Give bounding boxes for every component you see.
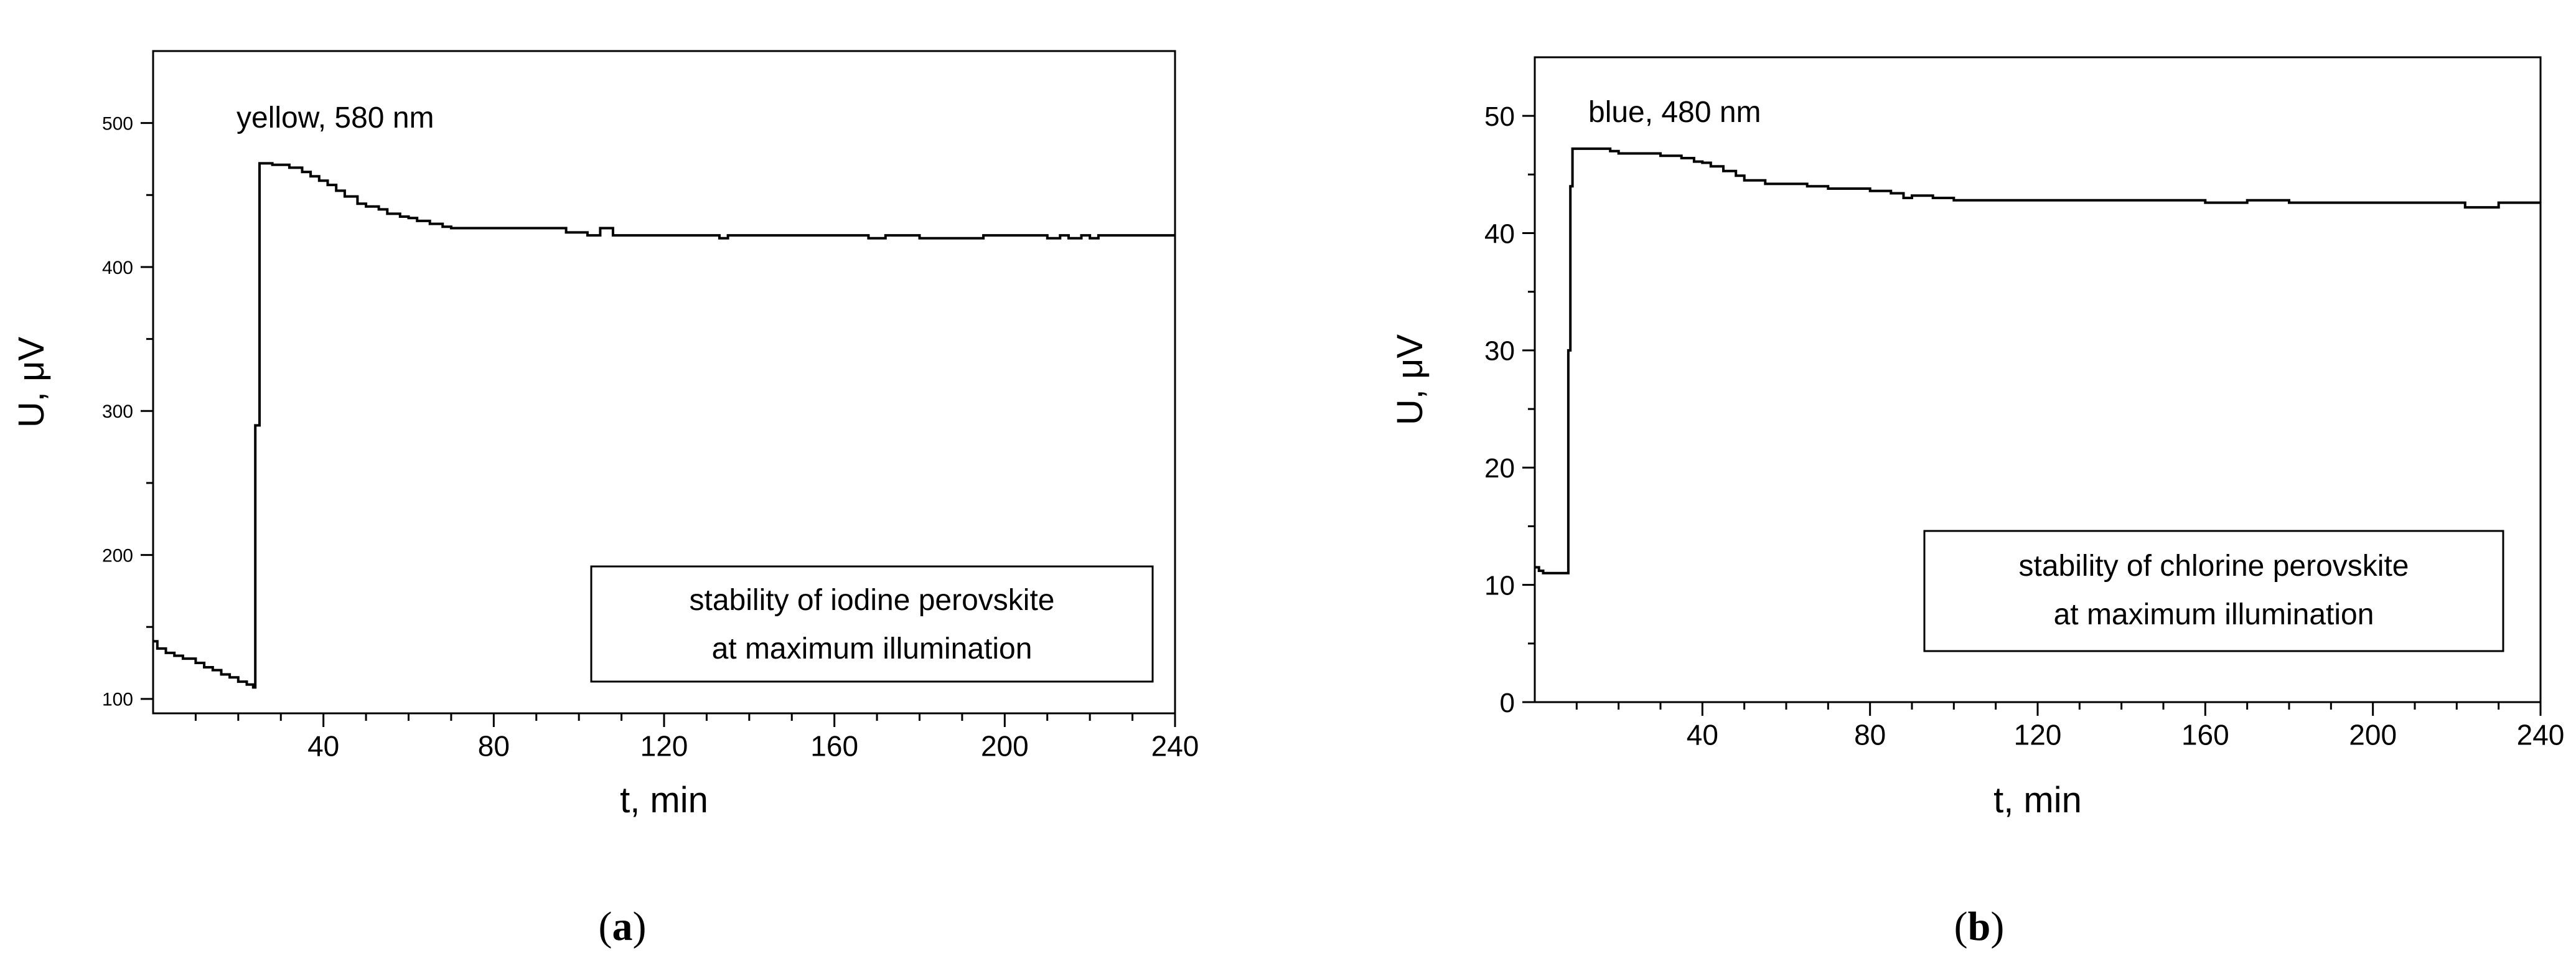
panel-label: (b): [1954, 904, 2005, 949]
legend-box-line: at maximum illumination: [712, 632, 1033, 665]
y-tick-label: 500: [102, 113, 133, 134]
x-tick-label: 40: [307, 730, 339, 762]
y-tick-label: 300: [102, 401, 133, 422]
chart-panel-b: 40 80 120 160 200 240 0 10 20 30 40 50 blue, 480 nm s…: [1390, 56, 2565, 949]
chart-annotation: yellow, 580 nm: [237, 101, 434, 134]
y-tick-label: 0: [1500, 688, 1515, 718]
x-tick-label: 160: [2181, 718, 2229, 751]
x-tick-label: 160: [810, 730, 858, 762]
x-axis-title: t, min: [1993, 780, 2082, 820]
y-axis-title: U, μV: [1390, 334, 1430, 426]
x-tick-label: 240: [1151, 730, 1199, 762]
x-tick-label: 80: [478, 730, 510, 762]
x-tick-label: 120: [640, 730, 688, 762]
legend-box: [590, 565, 1154, 683]
panel-label: (a): [599, 904, 647, 949]
legend-box: [1923, 530, 2504, 652]
series-line: [1535, 147, 2541, 575]
x-tick-label: 80: [1854, 718, 1886, 751]
x-tick-label: 200: [2349, 718, 2397, 751]
chart-annotation: blue, 480 nm: [1588, 96, 1761, 129]
series-line: [153, 162, 1175, 689]
y-tick-label: 200: [102, 545, 133, 566]
y-tick-label: 20: [1484, 453, 1515, 484]
y-tick-label: 40: [1484, 218, 1515, 249]
x-tick-label: 240: [2517, 718, 2565, 751]
x-tick-label: 40: [1687, 718, 1718, 751]
y-tick-label: 30: [1484, 336, 1515, 367]
chart-panel-a: 40 80 120 160 200 240 100 200 300 400 500 yellow, 5…: [11, 50, 1199, 949]
y-tick-label: 400: [102, 258, 133, 278]
y-axis-title: U, μV: [11, 337, 52, 428]
y-tick-label: 10: [1484, 570, 1515, 601]
x-tick-label: 200: [981, 730, 1029, 762]
legend-box-line: stability of iodine perovskite: [690, 584, 1055, 617]
x-tick-label: 120: [2014, 718, 2062, 751]
legend-box-line: stability of chlorine perovskite: [2019, 550, 2409, 583]
legend-box-line: at maximum illumination: [2054, 598, 2374, 631]
y-tick-label: 100: [102, 690, 133, 710]
y-tick-label: 50: [1484, 101, 1515, 132]
x-axis-title: t, min: [620, 780, 708, 820]
